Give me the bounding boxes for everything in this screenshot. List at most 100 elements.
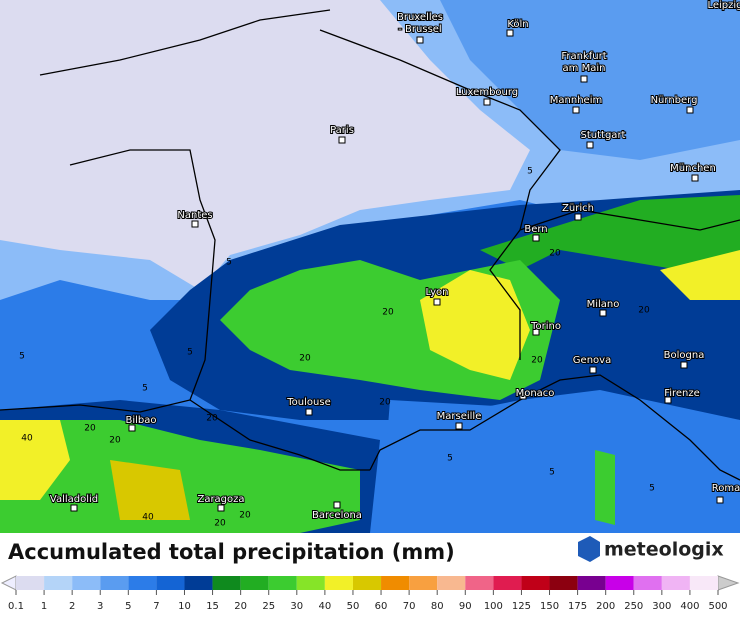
- legend-cell: [605, 576, 634, 590]
- city-label: Bologna: [664, 350, 705, 361]
- legend-cell: [100, 576, 129, 590]
- legend-tick-label: 200: [596, 601, 615, 612]
- contour-label: 40: [142, 513, 154, 523]
- city-label: Zaragoza: [197, 494, 244, 505]
- city-label: Valladolid: [50, 494, 98, 505]
- legend-cell: [577, 576, 606, 590]
- contour-label: 5: [447, 454, 453, 464]
- legend-cell: [493, 576, 522, 590]
- legend-tick-label: 3: [97, 601, 103, 612]
- precip-area: [420, 270, 530, 380]
- city-label: Nürnberg: [651, 95, 698, 106]
- precip-area: [110, 460, 190, 520]
- legend-tick-label: 15: [206, 601, 219, 612]
- legend-cell: [212, 576, 241, 590]
- city-label: Toulouse: [286, 397, 330, 408]
- legend-tick-label: 30: [290, 601, 303, 612]
- contour-label: 20: [531, 356, 543, 366]
- city-marker: [519, 392, 527, 400]
- legend-tick-label: 60: [375, 601, 388, 612]
- contour-label: 20: [379, 398, 391, 408]
- city-marker: [305, 408, 313, 416]
- city-label: Zürich: [562, 203, 594, 214]
- city-label: Lyon: [425, 287, 448, 298]
- legend-cell: [689, 576, 718, 590]
- city-marker: [716, 496, 724, 504]
- border: [189, 29, 561, 471]
- city-marker: [686, 106, 694, 114]
- city-marker: [483, 98, 491, 106]
- contour-label: 20: [239, 511, 251, 521]
- city-marker: [580, 75, 588, 83]
- city-label: - Brussel: [398, 24, 441, 35]
- legend-cell: [409, 576, 438, 590]
- legend-tick-label: 0.1: [8, 601, 24, 612]
- legend-tick-label: 400: [680, 601, 699, 612]
- legend-cell: [381, 576, 410, 590]
- border: [519, 209, 740, 231]
- city-marker: [589, 366, 597, 374]
- legend-cell: [268, 576, 297, 590]
- contour-label: 5: [142, 384, 148, 394]
- city-label: Köln: [507, 19, 528, 30]
- brand-name[interactable]: meteologix: [604, 539, 724, 561]
- city-label: Firenze: [664, 388, 700, 399]
- city-marker: [691, 174, 699, 182]
- city-label: Frankfurt: [561, 51, 606, 62]
- city-marker: [586, 141, 594, 149]
- legend-cell: [184, 576, 213, 590]
- legend-title: Accumulated total precipitation (mm): [8, 540, 455, 564]
- city-label: Torino: [530, 321, 561, 332]
- legend-tick-label: 1: [41, 601, 47, 612]
- city-marker: [574, 213, 582, 221]
- city-label: Bilbao: [125, 415, 156, 426]
- legend-tick-label: 80: [431, 601, 444, 612]
- city-label: München: [670, 163, 716, 174]
- contour-label: 5: [649, 484, 655, 494]
- legend-cell: [296, 576, 325, 590]
- city-marker: [455, 422, 463, 430]
- precip-area: [480, 195, 740, 270]
- legend-cell: [240, 576, 269, 590]
- city-label: Barcelona: [312, 510, 362, 521]
- city-label: Paris: [330, 125, 354, 136]
- legend-tick-label: 175: [568, 601, 587, 612]
- city-marker: [217, 504, 225, 512]
- city-label: Bruxelles: [397, 12, 443, 23]
- legend-cell: [324, 576, 353, 590]
- legend-cell: [352, 576, 382, 590]
- legend-tick-label: 90: [459, 601, 472, 612]
- legend-tick-label: 25: [262, 601, 275, 612]
- city-marker: [506, 29, 514, 37]
- brand-logo: [578, 536, 600, 562]
- legend-cell: [72, 576, 101, 590]
- city-label: Monaco: [516, 388, 555, 399]
- city-label: Luxembourg: [456, 87, 518, 98]
- legend-tick-label: 250: [624, 601, 643, 612]
- legend-tick-label: 70: [403, 601, 416, 612]
- legend-tick-label: 5: [125, 601, 131, 612]
- city-marker: [664, 396, 672, 404]
- coastlines: [0, 9, 740, 481]
- city-label: Nantes: [177, 210, 212, 221]
- city-label: Milano: [587, 299, 620, 310]
- city-label: Marseille: [437, 411, 482, 422]
- legend-cell: [44, 576, 73, 590]
- city-label: Leipzig: [707, 0, 740, 11]
- coastline: [369, 374, 740, 481]
- city-marker: [191, 220, 199, 228]
- legend-tick-label: 40: [319, 601, 332, 612]
- legend-cell: [465, 576, 494, 590]
- legend-cell: [549, 576, 578, 590]
- city-marker: [70, 504, 78, 512]
- legend-cell: [16, 576, 45, 590]
- contour-label: 5: [187, 348, 193, 358]
- precip-area: [380, 400, 740, 533]
- contour-label: 20: [84, 424, 96, 434]
- contour-label: 20: [549, 249, 561, 259]
- legend-cell: [633, 576, 662, 590]
- city-marker: [680, 361, 688, 369]
- contour-label: 20: [382, 308, 394, 318]
- city-marker: [338, 136, 346, 144]
